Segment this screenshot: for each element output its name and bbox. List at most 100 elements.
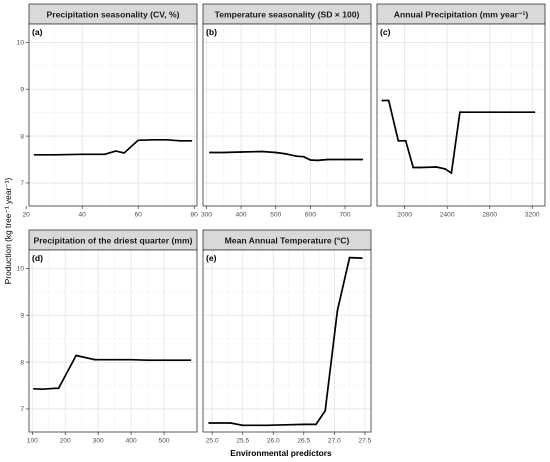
x-tick-label: 300: [201, 212, 212, 219]
y-tick-label: 10: [17, 40, 25, 47]
data-point: [41, 388, 44, 391]
x-tick-label: 500: [270, 212, 281, 219]
panel-tag: (d): [32, 253, 43, 263]
data-point: [81, 153, 84, 156]
data-point: [151, 138, 154, 141]
panel-title: Temperature seasonality (SD × 100): [215, 10, 360, 20]
x-tick-label: 25.0: [206, 438, 219, 445]
series-line: [382, 99, 535, 174]
y-tick-label: 8: [20, 359, 24, 366]
panel-background: [203, 250, 371, 432]
y-tick-label: 9: [20, 87, 24, 94]
y-tick-label: 10: [17, 266, 25, 273]
panel-background: [29, 250, 197, 432]
panel-tag: (b): [206, 27, 217, 37]
data-point: [316, 159, 319, 162]
x-tick-label: 2000: [397, 212, 412, 219]
x-tick-label: 500: [159, 438, 170, 445]
panel-title: Precipitation of the driest quarter (mm): [33, 236, 192, 246]
data-point: [533, 111, 536, 114]
x-tick-label: 600: [305, 212, 316, 219]
data-point: [130, 358, 133, 361]
data-point: [302, 423, 305, 426]
panel-title: Mean Annual Temperature (°C): [225, 236, 350, 246]
data-point: [75, 354, 77, 357]
panel-tag: (a): [32, 27, 43, 37]
x-tick-label: 80: [191, 212, 199, 219]
data-point: [284, 423, 287, 426]
x-tick-label: 25.5: [236, 438, 249, 445]
data-point: [229, 422, 232, 424]
panel-tag: (e): [206, 253, 217, 263]
data-point: [165, 138, 168, 141]
data-point: [123, 152, 126, 154]
data-point: [222, 151, 225, 154]
panel-border: [202, 23, 372, 207]
panel-border: [28, 23, 198, 207]
data-point: [114, 150, 117, 153]
data-point: [208, 422, 211, 424]
data-point: [412, 166, 415, 169]
x-tick-label: 3200: [525, 212, 540, 219]
data-point: [240, 151, 243, 153]
y-axis-title: Production (kg tree⁻¹ year⁻¹): [3, 178, 13, 285]
panel-background: [203, 24, 371, 206]
data-point: [459, 111, 461, 114]
data-point: [189, 359, 192, 362]
panel-border: [28, 249, 198, 433]
data-point: [309, 159, 312, 161]
data-point: [302, 155, 305, 158]
data-point: [33, 153, 36, 156]
data-point: [241, 424, 244, 427]
panel-title: Annual Precipitation (mm year⁻¹): [394, 10, 529, 20]
data-point: [103, 153, 106, 156]
data-point: [295, 155, 298, 158]
data-point: [54, 387, 57, 390]
data-point: [137, 139, 140, 142]
data-point: [146, 359, 149, 362]
data-point: [348, 256, 351, 259]
data-point: [53, 153, 56, 156]
data-point: [326, 158, 329, 161]
data-point: [315, 423, 317, 426]
data-point: [209, 151, 211, 154]
x-tick-label: 20: [23, 212, 31, 219]
x-tick-label: 60: [135, 212, 143, 219]
data-point: [261, 150, 263, 153]
data-point: [360, 257, 363, 259]
data-point: [488, 111, 491, 114]
panel-5: Mean Annual Temperature (°C) (e) 25.0 25.5 2…: [202, 229, 372, 445]
x-tick-label: 26.5: [297, 438, 310, 445]
data-point: [444, 168, 446, 170]
x-tick-label: 200: [60, 438, 71, 445]
x-tick-label: 27.5: [358, 438, 371, 445]
data-point: [419, 166, 422, 169]
panel-4: Precipitation of the driest quarter (mm)…: [17, 229, 198, 445]
panel-tag: (c): [380, 27, 391, 37]
data-point: [33, 387, 35, 390]
data-point: [435, 166, 438, 168]
panel-2: Temperature seasonality (SD × 100) (b) 300…: [201, 3, 372, 219]
y-tick-label: 9: [20, 313, 24, 320]
data-point: [274, 151, 277, 154]
data-point: [381, 99, 384, 102]
x-tick-label: 400: [236, 212, 247, 219]
panel-1: Precipitation seasonality (CV, %) (a) 20 40…: [17, 3, 199, 219]
data-point: [57, 387, 60, 390]
x-tick-label: 700: [340, 212, 351, 219]
x-tick-label: 26.0: [267, 438, 280, 445]
panel-3: Annual Precipitation (mm year⁻¹)(c) 2000 2…: [376, 3, 546, 219]
data-point: [179, 139, 182, 142]
x-tick-label: 100: [27, 438, 38, 445]
y-tick-label: 7: [20, 406, 24, 413]
x-tick-label: 27.0: [328, 438, 341, 445]
panel-background: [377, 24, 545, 206]
x-tick-label: 40: [79, 212, 87, 219]
panel-border: [376, 23, 546, 207]
data-point: [404, 139, 407, 142]
data-point: [336, 309, 339, 312]
x-tick-label: 2800: [482, 212, 497, 219]
data-point: [344, 158, 346, 161]
x-axis-title: Environmental predictors: [230, 448, 332, 458]
